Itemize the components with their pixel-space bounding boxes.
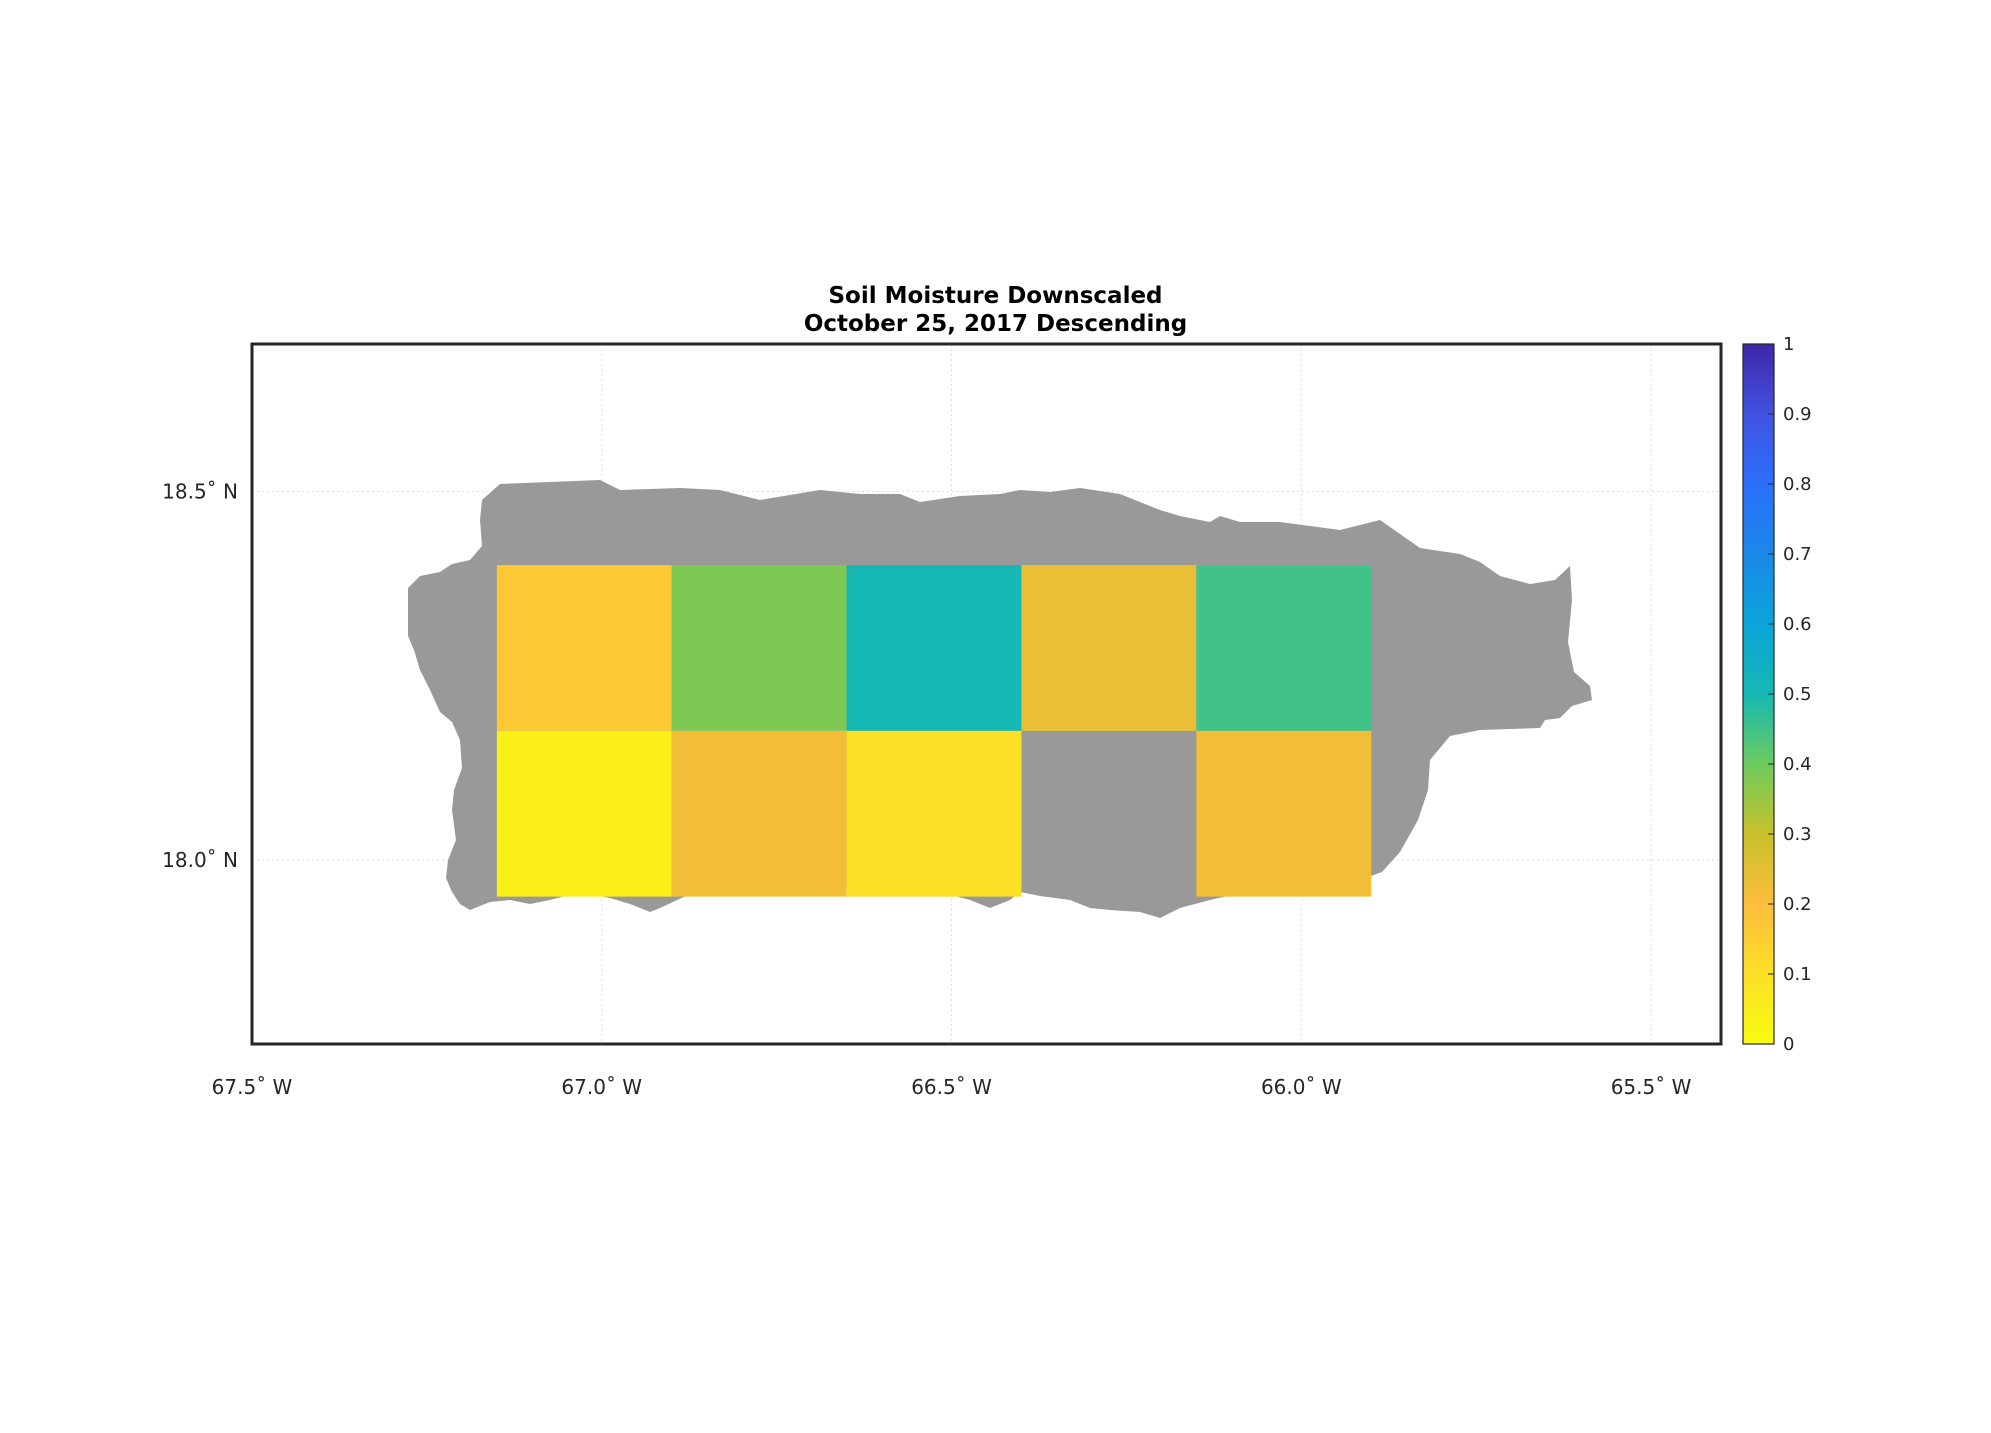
- title-line-1: Soil Moisture Downscaled: [828, 283, 1163, 309]
- colorbar-tick-label-2: 0.2: [1783, 894, 1812, 915]
- colorbar-tick-label-7: 0.7: [1783, 544, 1812, 565]
- lon-tick-label-0: 67.5˚ W: [212, 1075, 293, 1099]
- soil-moisture-tiles: [496, 565, 1372, 897]
- colorbar-tick-label-5: 0.5: [1783, 684, 1812, 705]
- colorbar-ticks: 0 0.1 0.2 0.3 0.4 0.5 0.6 0.7 0.8 0.9 1: [1768, 334, 1812, 1055]
- soil-moisture-tile-5: [496, 730, 672, 897]
- soil-moisture-tile-2: [846, 565, 1022, 731]
- map-frame: [250, 342, 1723, 1046]
- soil-moisture-tile-6: [671, 730, 847, 897]
- title-line-2: October 25, 2017 Descending: [803, 311, 1188, 337]
- soil-moisture-tile-4: [1196, 565, 1372, 731]
- colorbar-tick-label-9: 0.9: [1783, 404, 1812, 425]
- colorbar-tick-label-0: 0: [1783, 1034, 1794, 1055]
- lat-tick-label-0: 18.5˚ N: [162, 479, 238, 503]
- latitude-tick-labels: 18.5˚ N 18.0˚ N: [162, 479, 238, 871]
- colorbar-tick-label-3: 0.3: [1783, 824, 1812, 845]
- lon-tick-label-2: 66.5˚ W: [911, 1075, 992, 1099]
- soil-moisture-tile-8: [1196, 730, 1372, 897]
- longitude-tick-labels: 67.5˚ W 67.0˚ W 66.5˚ W 66.0˚ W 65.5˚ W: [212, 1075, 1692, 1099]
- soil-moisture-tile-7: [846, 730, 1022, 897]
- colorbar-tick-label-6: 0.6: [1783, 614, 1812, 635]
- lon-tick-label-1: 67.0˚ W: [561, 1075, 642, 1099]
- colorbar-tick-label-10: 1: [1783, 334, 1794, 355]
- colorbar-tick-label-4: 0.4: [1783, 754, 1812, 775]
- colorbar-tick-label-8: 0.8: [1783, 474, 1812, 495]
- map-title: Soil Moisture Downscaled October 25, 201…: [0, 282, 1991, 338]
- soil-moisture-tile-0: [496, 565, 672, 731]
- lon-tick-label-3: 66.0˚ W: [1261, 1075, 1342, 1099]
- lat-tick-label-1: 18.0˚ N: [162, 848, 238, 872]
- colorbar: 0 0.1 0.2 0.3 0.4 0.5 0.6 0.7 0.8 0.9 1: [1742, 334, 1812, 1055]
- soil-moisture-tile-1: [671, 565, 847, 731]
- soil-moisture-tile-3: [1021, 565, 1197, 731]
- colorbar-tick-label-1: 0.1: [1783, 964, 1812, 985]
- lon-tick-label-4: 65.5˚ W: [1611, 1075, 1692, 1099]
